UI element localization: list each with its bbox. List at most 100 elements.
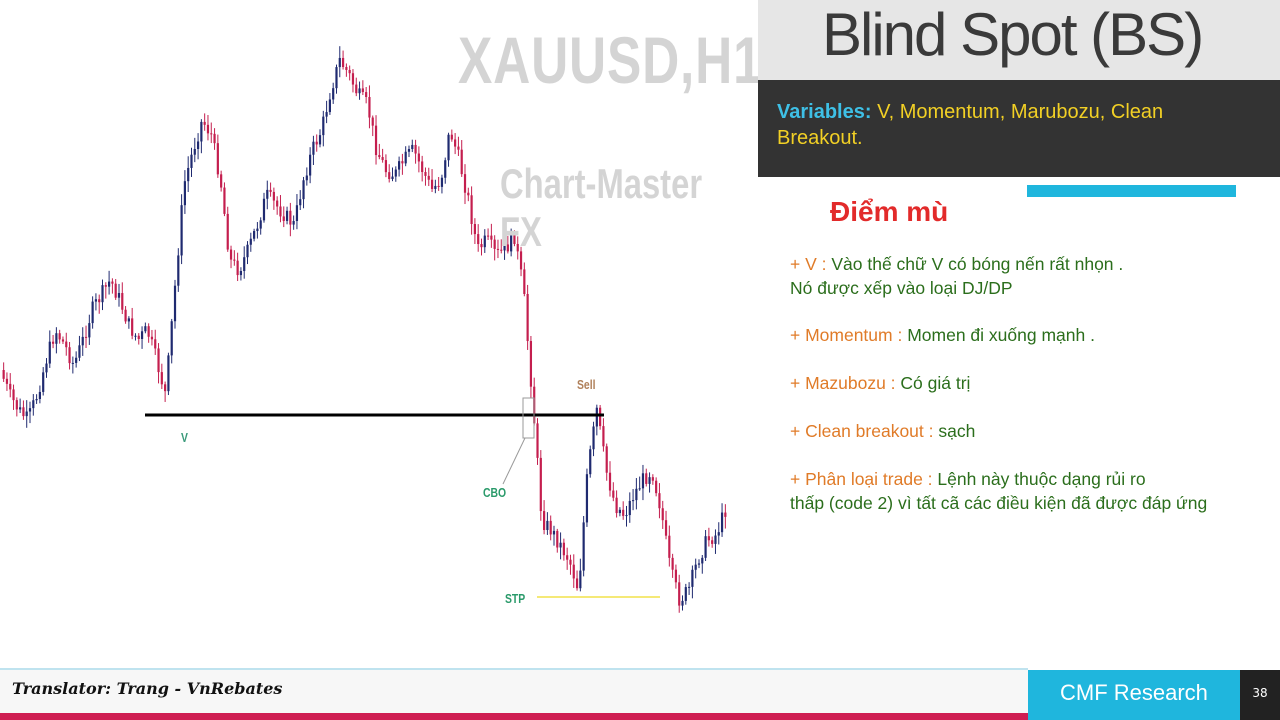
variables-list: V, Momentum, Marubozu, Clean Breakout.: [777, 101, 1164, 149]
candle-body: [348, 69, 351, 74]
candle-body: [127, 318, 130, 322]
candle-body: [589, 449, 592, 475]
translator-credit: Translator: Trang - VnRebates: [12, 679, 283, 698]
candle-body: [424, 172, 427, 176]
candle-body: [272, 191, 275, 201]
candle-body: [529, 341, 533, 387]
candle-body: [651, 477, 654, 481]
candle-body: [437, 185, 440, 187]
candle-body: [398, 161, 401, 170]
candle-body: [411, 144, 414, 150]
candle-body: [523, 269, 526, 294]
candle-body: [101, 285, 104, 303]
candle-body: [546, 520, 549, 530]
candle-body: [71, 362, 74, 364]
candle-body: [701, 557, 704, 564]
candle-body: [707, 536, 710, 541]
annotation-stp: STP: [505, 591, 526, 606]
rule-key: + Clean breakout :: [790, 421, 934, 441]
candle-body: [374, 125, 378, 156]
candle-body: [256, 228, 259, 232]
candle-body: [378, 155, 381, 158]
candle-body: [575, 578, 579, 589]
candle-body: [381, 157, 384, 161]
candle-body: [68, 347, 71, 364]
candle-body: [358, 88, 361, 94]
candle-body: [345, 67, 348, 70]
candle-body: [510, 232, 513, 252]
candle-body: [45, 363, 48, 373]
candle-body: [25, 411, 28, 417]
candle-body: [203, 121, 206, 125]
candle-body: [447, 134, 450, 161]
candle-body: [137, 335, 140, 339]
annotation-sell: Sell: [577, 377, 596, 392]
candle-body: [440, 177, 444, 187]
candle-body: [104, 285, 107, 287]
candle-body: [58, 333, 61, 340]
watermark-symbol: XAUUSD,H1: [458, 23, 763, 97]
candle-body: [648, 477, 651, 484]
candle-body: [417, 153, 420, 162]
candle-body: [282, 216, 285, 221]
candle-body: [602, 426, 605, 447]
candle-body: [332, 88, 335, 100]
rule-trade-classification: + Phân loại trade : Lệnh này thuộc dạng …: [790, 467, 1207, 515]
candle-body: [259, 220, 262, 229]
candle-body: [124, 309, 127, 322]
rule-clean-breakout: + Clean breakout : sạch: [790, 419, 975, 443]
candle-body: [121, 293, 124, 310]
candle-body: [302, 180, 305, 200]
candle-body: [28, 408, 32, 412]
candle-body: [91, 301, 94, 324]
candle-body: [200, 121, 203, 142]
candle-body: [147, 326, 150, 337]
candle-body: [704, 536, 707, 558]
candle-body: [48, 341, 51, 364]
candle-body: [266, 189, 269, 199]
candle-body: [404, 151, 407, 164]
candle-body: [641, 473, 645, 489]
footer-divider: [0, 668, 1028, 670]
candle-body: [78, 345, 81, 358]
candle-body: [65, 341, 68, 348]
candle-body: [253, 231, 256, 239]
candle-body: [503, 244, 506, 251]
candle-body: [150, 336, 154, 340]
candle-body: [309, 154, 312, 176]
candle-body: [595, 407, 598, 427]
rule-key: + Phân loại trade :: [790, 469, 933, 489]
candle-body: [566, 555, 569, 560]
candle-body: [384, 160, 388, 173]
candle-body: [220, 174, 223, 188]
footer-brand: CMF Research: [1028, 670, 1240, 720]
candle-body: [335, 67, 338, 89]
page-number: 38: [1240, 670, 1280, 720]
candle-body: [239, 271, 243, 276]
variables-text: Variables: V, Momentum, Marubozu, Clean …: [777, 99, 1247, 151]
candle-body: [42, 372, 45, 392]
candle-body: [88, 323, 91, 338]
candle-body: [236, 260, 239, 276]
candle-body: [51, 341, 55, 344]
candle-body: [427, 175, 430, 180]
candle-body: [341, 57, 345, 68]
candle-body: [111, 281, 114, 284]
candle-body: [556, 530, 559, 548]
candle-body: [483, 235, 486, 248]
breakout-box: [522, 397, 535, 439]
candle-body: [19, 407, 22, 410]
candle-body: [486, 235, 490, 237]
candlestick-chart: [2, 46, 727, 613]
candle-body: [572, 564, 575, 579]
candle-body: [585, 474, 589, 523]
candle-body: [678, 582, 681, 606]
candle-body: [108, 281, 111, 287]
candle-body: [493, 239, 496, 249]
candle-body: [401, 161, 404, 164]
candle-body: [117, 293, 121, 298]
breakout-connector: [502, 437, 526, 485]
candle-body: [299, 199, 302, 206]
candle-body: [229, 249, 233, 260]
candle-body: [114, 283, 117, 298]
